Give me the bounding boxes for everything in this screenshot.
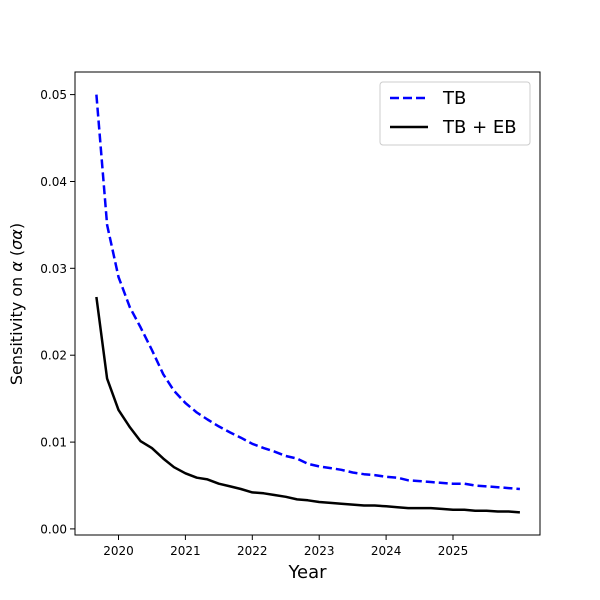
x-tick-label: 2021	[170, 544, 201, 558]
y-tick-label: 0.00	[40, 522, 67, 536]
x-axis-label: Year	[287, 562, 327, 583]
x-axis-ticks: 2020 2021 2022 2023 2024 2025	[103, 535, 468, 558]
plot-frame	[74, 71, 541, 536]
plot-area	[75, 72, 540, 535]
y-tick-label: 0.04	[40, 175, 67, 189]
series-lines	[95, 94, 520, 514]
legend-label-tb-eb: TB + EB	[442, 117, 517, 138]
x-tick-label: 2022	[237, 544, 268, 558]
x-tick-label: 2023	[304, 544, 335, 558]
y-tick-label: 0.05	[40, 88, 67, 102]
y-tick-label: 0.03	[40, 262, 67, 276]
y-tick-label: 0.02	[40, 349, 67, 363]
series-line-tb-eb	[95, 296, 520, 514]
x-tick-label: 2025	[438, 544, 469, 558]
x-tick-label: 2020	[103, 544, 134, 558]
y-tick-label: 0.01	[40, 436, 67, 450]
legend-label-tb: TB	[442, 88, 466, 109]
x-tick-label: 2024	[371, 544, 402, 558]
legend: TB TB + EB	[379, 81, 531, 146]
y-axis-ticks: 0.00 0.01 0.02 0.03 0.04 0.05	[40, 88, 75, 536]
y-axis-label: Sensitivity on α (σα)	[7, 223, 26, 385]
